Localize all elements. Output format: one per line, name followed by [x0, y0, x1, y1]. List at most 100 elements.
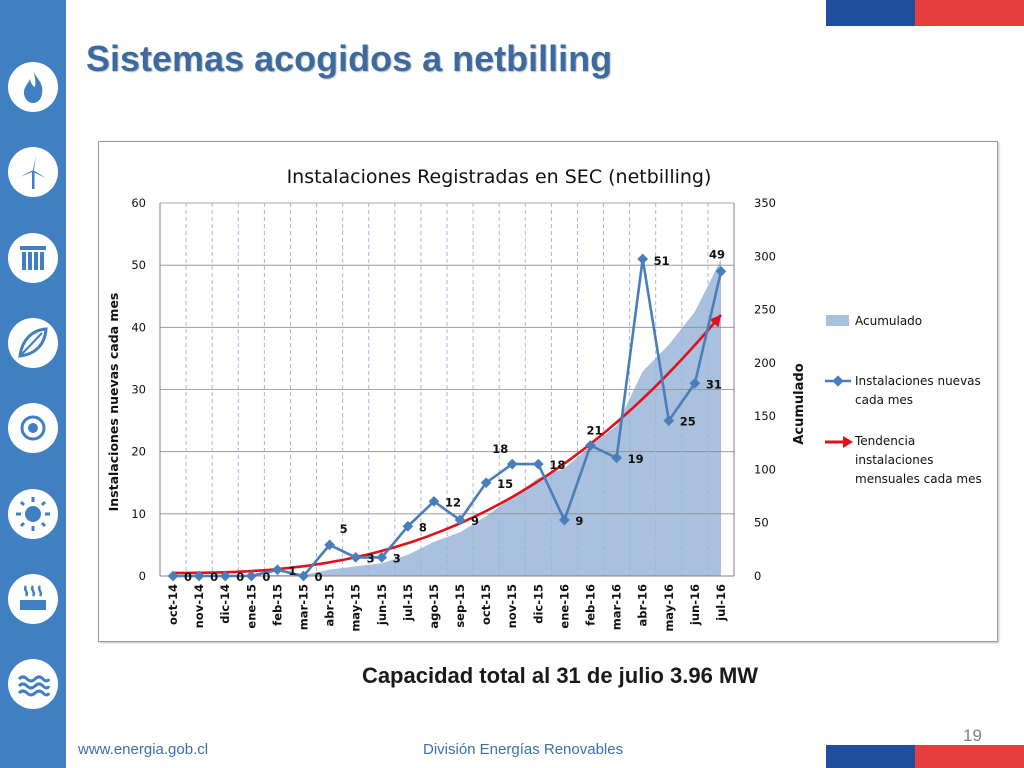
data-point-jun-15 — [376, 551, 388, 563]
y-tick-label-0: 0 — [139, 569, 146, 583]
data-point-jul-16 — [715, 266, 727, 277]
data-point-mar-15 — [298, 570, 309, 582]
y-tick-label-1: 10 — [131, 507, 146, 521]
data-label-feb-16: 21 — [587, 423, 603, 437]
data-label-oct-14: 0 — [184, 570, 192, 584]
slide-title: Sistemas acogidos a netbilling — [86, 38, 613, 79]
flag-stripe-red — [915, 0, 1024, 26]
columns-icon — [8, 233, 58, 283]
page-number: 19 — [963, 726, 982, 745]
legend-swatch-nuevas-marker — [832, 375, 844, 387]
series-line-nuevas — [173, 258, 723, 578]
data-label-feb-15: 1 — [288, 564, 296, 578]
data-point-ene-16 — [559, 514, 570, 526]
x-tick-label-may-15: may-15 — [349, 584, 363, 632]
y2-tick-label-0: 0 — [754, 569, 761, 583]
legend-acumulado-line-1: Acumulado — [855, 314, 922, 328]
data-label-mar-16: 19 — [628, 452, 644, 466]
x-tick-label-ago-15: ago-15 — [427, 584, 441, 629]
y2-tick-label-2: 100 — [754, 462, 776, 476]
wind-turbine-icon — [8, 147, 58, 197]
capacity-caption: Capacidad total al 31 de julio 3.96 MW — [361, 663, 759, 688]
data-label-dic-14: 0 — [236, 570, 244, 584]
data-label-mar-15: 0 — [315, 570, 323, 584]
data-label-oct-15: 15 — [497, 477, 513, 491]
x-tick-label-mar-15: mar-15 — [297, 584, 311, 630]
x-tick-label-feb-16: feb-16 — [584, 584, 598, 626]
legend-tendencia-line-3: mensuales cada mes — [855, 472, 982, 486]
legend-tendencia-line-1: Tendencia — [854, 434, 915, 448]
data-label-abr-16: 51 — [654, 254, 670, 268]
data-point-jul-15 — [402, 520, 414, 532]
data-label-jul-15: 8 — [419, 520, 427, 534]
x-tick-label-dic-14: dic-14 — [218, 584, 232, 624]
footer-flag-stripe-red — [915, 745, 1024, 768]
data-label-may-15: 3 — [367, 551, 375, 565]
sun-icon — [8, 489, 58, 539]
data-label-nov-15: 18 — [492, 442, 508, 456]
x-tick-label-abr-16: abr-16 — [636, 584, 650, 626]
data-label-ene-16: 9 — [575, 514, 583, 528]
data-label-jul-16: 49 — [709, 247, 725, 261]
y-tick-label-3: 30 — [131, 383, 146, 397]
series-trend-line — [173, 314, 722, 575]
x-tick-label-mar-16: mar-16 — [610, 584, 624, 630]
footer-url: www.energia.gob.cl — [78, 741, 209, 758]
data-point-feb-15 — [272, 564, 283, 576]
thermal-waves-icon — [8, 574, 58, 624]
data-label-may-16: 25 — [680, 415, 696, 429]
data-point-oct-15 — [480, 477, 492, 489]
series-area-acumulado — [160, 259, 721, 576]
data-label-abr-15: 5 — [340, 522, 348, 536]
legend-swatch-acumulado — [826, 315, 849, 326]
y2-tick-label-5: 250 — [754, 303, 776, 317]
data-point-abr-16 — [637, 253, 649, 265]
legend-nuevas-line-1: Instalaciones nuevas — [855, 374, 981, 388]
chart-title: Instalaciones Registradas en SEC (netbil… — [287, 166, 712, 188]
x-tick-label-jul-15: jul-15 — [401, 584, 415, 622]
x-tick-label-dic-15: dic-15 — [531, 584, 545, 624]
x-tick-label-nov-15: nov-15 — [505, 584, 519, 628]
data-point-abr-15 — [324, 539, 335, 551]
chart: Instalaciones Registradas en SEC (netbil… — [106, 166, 982, 632]
flag-stripe-blue — [826, 0, 915, 26]
x-tick-label-abr-15: abr-15 — [323, 584, 337, 626]
x-tick-label-ene-16: ene-16 — [557, 584, 571, 629]
legend-swatch-tendencia-arrow — [843, 436, 853, 448]
x-tick-label-nov-14: nov-14 — [192, 584, 206, 628]
data-point-ago-15 — [428, 496, 440, 507]
y-tick-label-5: 50 — [131, 258, 146, 272]
data-label-ene-15: 0 — [262, 570, 270, 584]
bio-leaf-icon — [8, 318, 58, 368]
flame-icon — [8, 62, 58, 112]
y2-tick-label-7: 350 — [754, 196, 776, 210]
y2-tick-label-6: 300 — [754, 249, 776, 263]
y2-tick-label-1: 50 — [754, 516, 769, 530]
x-tick-label-may-16: may-16 — [662, 584, 676, 632]
y2-tick-label-3: 150 — [754, 409, 776, 423]
y2-axis-label: Acumulado — [792, 363, 807, 444]
footer-flag-stripe-blue — [826, 745, 915, 768]
x-tick-label-ene-15: ene-15 — [244, 584, 258, 629]
data-point-may-15 — [350, 551, 362, 563]
legend-nuevas-line-2: cada mes — [855, 393, 913, 407]
x-tick-label-jul-16: jul-16 — [714, 584, 728, 622]
chart-frame: Instalaciones Registradas en SEC (netbil… — [98, 141, 998, 642]
y-tick-label-6: 60 — [131, 196, 146, 210]
y2-tick-label-4: 200 — [754, 356, 776, 370]
y-tick-label-2: 20 — [131, 445, 146, 459]
series-trend-arrowhead — [709, 314, 721, 328]
y-tick-label-4: 40 — [131, 320, 146, 334]
x-tick-label-jun-15: jun-15 — [375, 584, 389, 626]
data-label-jun-15: 3 — [393, 551, 401, 565]
x-tick-label-jun-16: jun-16 — [688, 584, 702, 626]
data-label-nov-14: 0 — [210, 570, 218, 584]
x-tick-label-oct-14: oct-14 — [166, 584, 180, 625]
footer-division: División Energías Renovables — [423, 741, 624, 758]
data-point-mar-16 — [611, 452, 622, 464]
data-label-jun-16: 31 — [706, 377, 722, 391]
data-point-dic-15 — [532, 458, 544, 470]
legend: Acumulado Instalaciones nuevas cada mes … — [825, 314, 982, 486]
sidebar — [0, 0, 66, 768]
data-label-ago-15: 12 — [445, 495, 461, 509]
